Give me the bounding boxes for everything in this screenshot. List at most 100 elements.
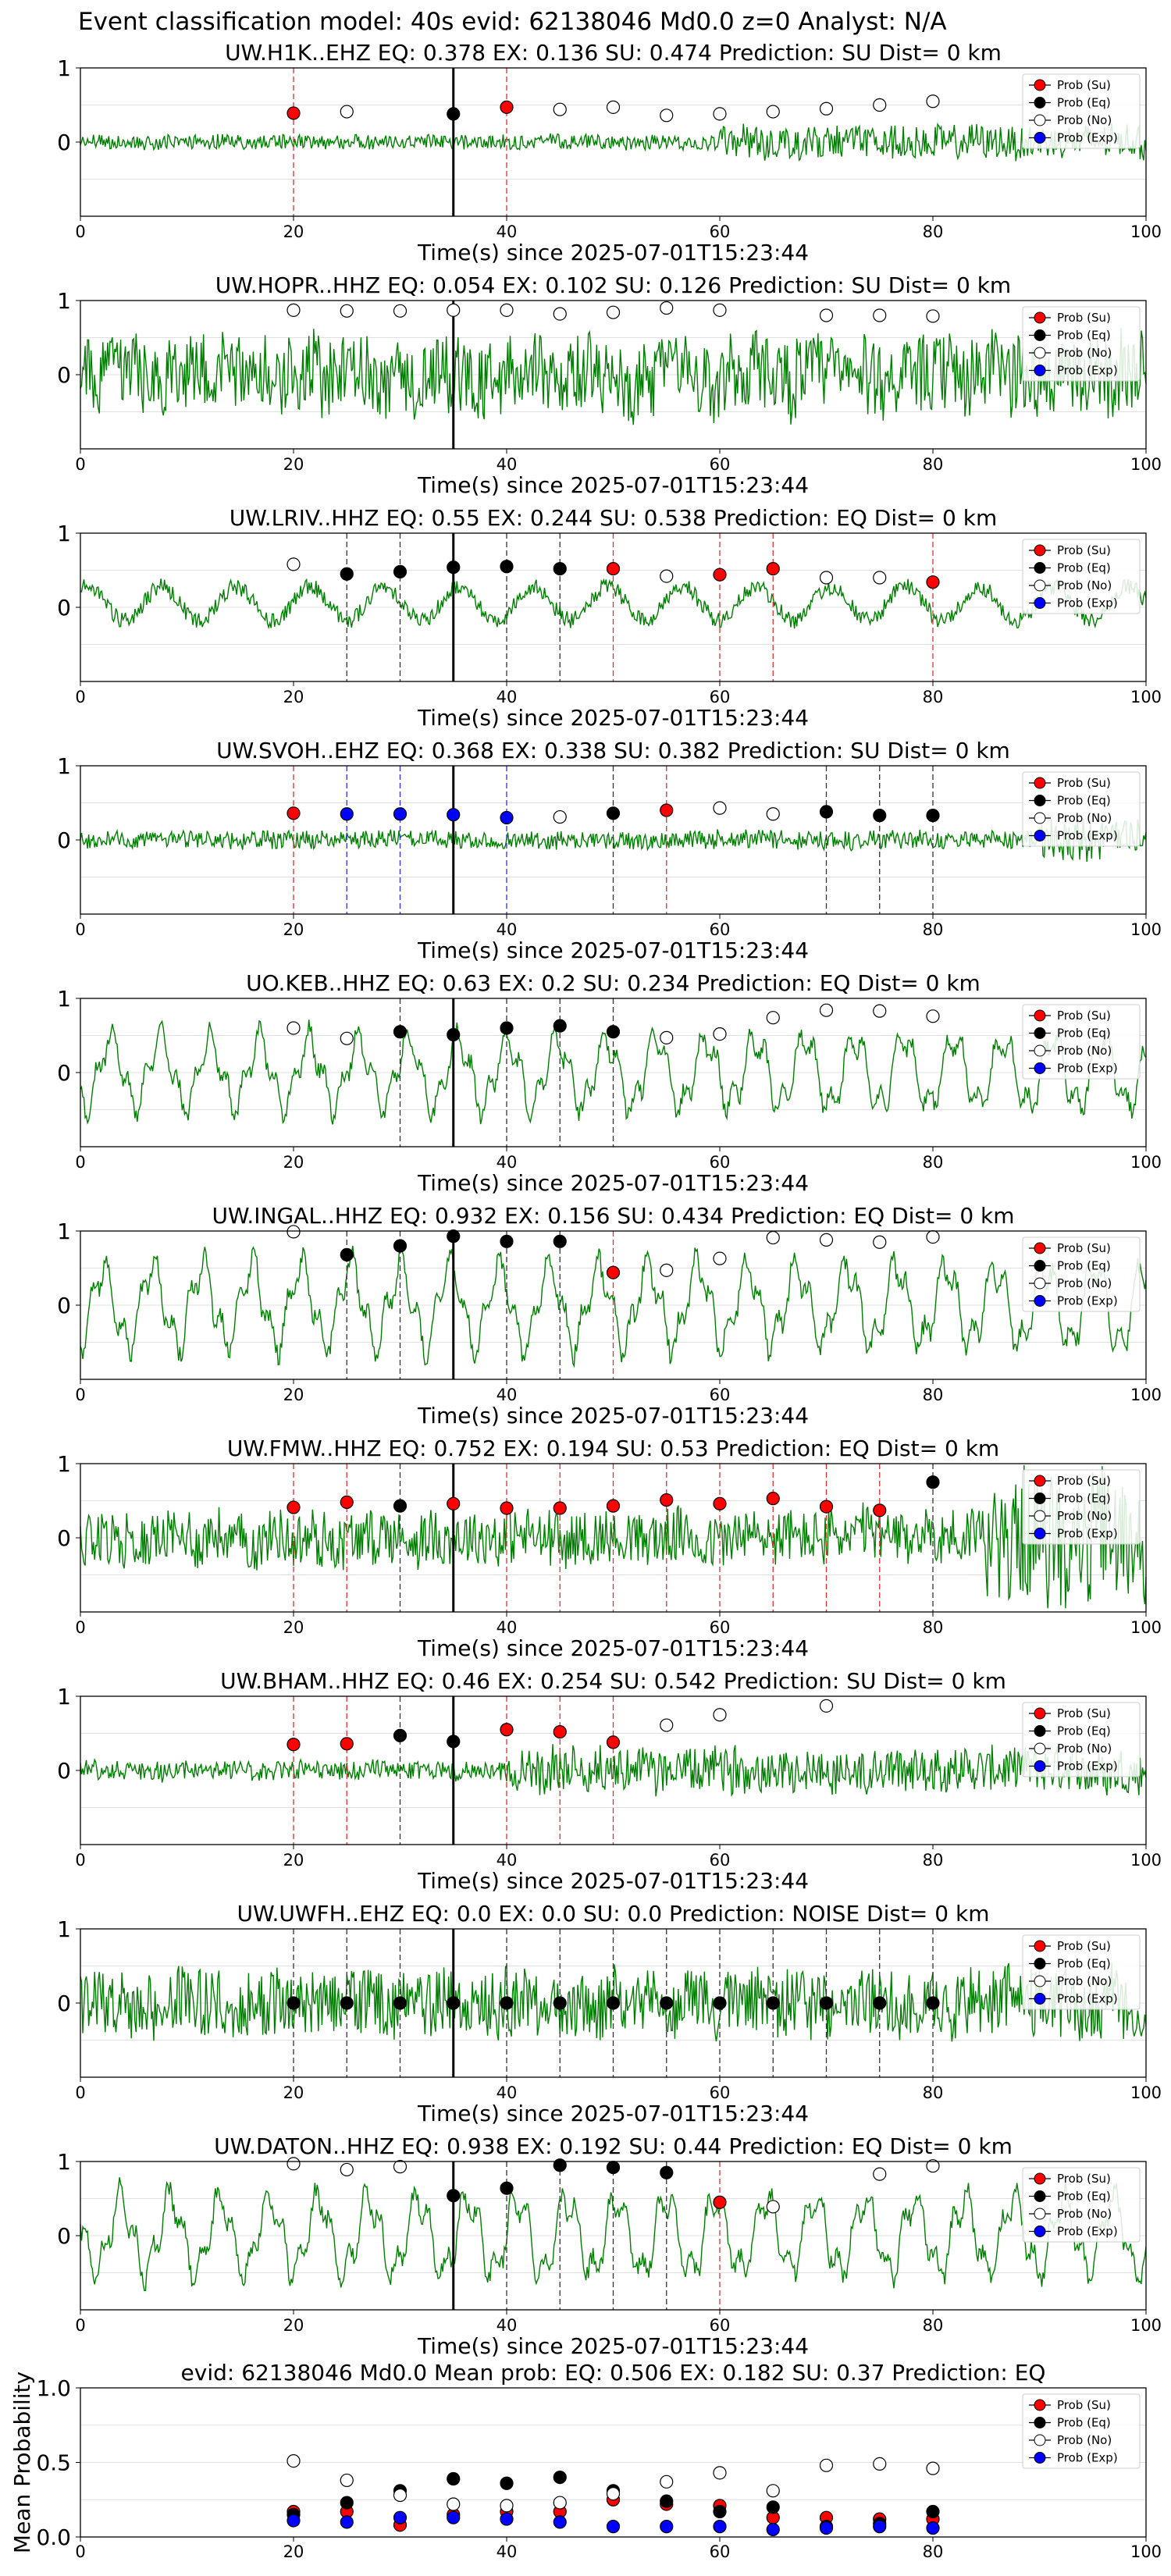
prob-marker-eq [500,560,514,574]
prob-marker-eq [553,1019,567,1033]
legend-label-exp: Prob (Exp) [1057,1527,1118,1541]
x-tick-label: 60 [710,2316,731,2335]
x-tick-label: 60 [710,1386,731,1404]
prob-marker-no [819,571,834,585]
mean-prob-marker-eq [340,2496,354,2510]
x-tick-label: 40 [497,1153,518,1172]
x-tick-label: 40 [497,2083,518,2102]
x-tick-label: 0 [75,920,85,939]
prob-marker-no [819,308,834,322]
prob-marker-no [606,305,621,319]
y-tick-label: 0 [57,1991,71,2016]
legend-label-no: Prob (No) [1057,2207,1112,2221]
legend-label-su: Prob (Su) [1057,2398,1111,2412]
x-axis-label: Time(s) since 2025-07-01T15:23:44 [417,1170,809,1196]
legend-box [1022,1469,1141,1545]
legend-marker-eq [1034,1260,1046,1272]
prob-marker-no [287,1225,301,1239]
prob-marker-no [447,303,461,317]
x-tick-label: 40 [497,1851,518,1870]
legend-label-su: Prob (Su) [1057,543,1111,557]
prob-marker-su [500,1501,514,1515]
legend-label-exp: Prob (Exp) [1057,364,1118,378]
legend-marker-no [1034,2208,1046,2220]
panel-title: UW.LRIV..HHZ EQ: 0.55 EX: 0.244 SU: 0.53… [230,505,998,531]
panel-title: UO.KEB..HHZ EQ: 0.63 EX: 0.2 SU: 0.234 P… [246,970,981,996]
prob-marker-no [340,1031,354,1045]
legend-label-eq: Prob (Eq) [1057,1259,1111,1273]
prob-marker-no [926,309,940,323]
x-axis-label: Time(s) since 2025-07-01T15:23:44 [417,472,809,498]
prob-marker-no [819,1233,834,1247]
x-tick-label: 40 [497,2316,518,2335]
prob-marker-eq [553,561,567,576]
prob-marker-su [287,106,301,120]
x-tick-label: 80 [923,2316,944,2335]
legend-label-no: Prob (No) [1057,1509,1112,1523]
y-tick-label: 1 [57,1684,71,1710]
y-tick-label: 0 [57,1293,71,1318]
legend-label-no: Prob (No) [1057,1276,1112,1290]
x-tick-label: 0 [75,688,85,706]
legend-label-eq: Prob (Eq) [1057,1026,1111,1041]
mean-prob-marker-no [287,2453,301,2468]
mean-prob-marker-eq [926,2504,940,2519]
waveform-trace [80,2177,1147,2292]
legend-label-exp: Prob (Exp) [1057,1992,1118,2006]
x-tick-label: 80 [923,920,944,939]
panel-title: UW.H1K..EHZ EQ: 0.378 EX: 0.136 SU: 0.47… [225,40,1002,66]
x-tick-label: 0 [75,1386,85,1404]
legend-marker-no [1034,1510,1046,1522]
x-tick-label: 60 [710,1618,731,1637]
legend-marker-eq [1034,1027,1046,1039]
y-tick-label: 0 [57,1758,71,1784]
prob-marker-no [926,2159,940,2173]
legend-marker-su [1034,1940,1046,1952]
y-tick-label: 0 [57,362,71,388]
mean-prob-marker-exp [766,2522,780,2537]
legend-marker-exp [1034,2226,1046,2237]
prob-marker-no [873,308,887,322]
x-tick-label: 80 [923,1851,944,1870]
x-tick-label: 40 [497,920,518,939]
legend-label-eq: Prob (Eq) [1057,1492,1111,1506]
prob-marker-no [660,1263,674,1277]
legend-marker-eq [1034,97,1046,109]
prob-marker-eq [500,1021,514,1035]
legend-marker-su [1034,2399,1046,2411]
prob-marker-su [873,1503,887,1517]
legend-marker-no [1034,1277,1046,1290]
prob-marker-eq [447,560,461,575]
mean-prob-marker-eq [766,2500,780,2514]
legend-marker-exp [1034,1993,1046,2005]
prob-marker-eq [340,567,354,581]
panel-title: UW.DATON..HHZ EQ: 0.938 EX: 0.192 SU: 0.… [214,2133,1013,2159]
waveform-trace [80,123,1147,162]
prob-marker-eq [926,1475,940,1489]
prob-marker-su [340,1495,354,1510]
legend-marker-no [1034,579,1046,592]
panel-title: UW.UWFH..EHZ EQ: 0.0 EX: 0.0 SU: 0.0 Pre… [237,1901,989,1927]
prob-marker-no [766,2200,780,2214]
prob-marker-su [660,1493,674,1507]
x-tick-label: 80 [923,1386,944,1404]
panel-title: UW.HOPR..HHZ EQ: 0.054 EX: 0.102 SU: 0.1… [215,272,1011,298]
mean-prob-marker-eq [447,2471,461,2486]
legend-label-exp: Prob (Exp) [1057,1759,1118,1774]
mean-prob-marker-exp [447,2510,461,2524]
x-tick-label: 100 [1130,688,1162,706]
figure-title: Event classification model: 40s evid: 62… [78,8,947,36]
prob-marker-eq [393,1499,408,1513]
prob-marker-no [713,1026,727,1041]
legend-box [1022,1236,1141,1312]
x-tick-label: 0 [75,1851,85,1870]
prob-marker-eq [713,1996,727,2010]
legend-label-exp: Prob (Exp) [1057,131,1118,145]
panel-9: UW.DATON..HHZ EQ: 0.938 EX: 0.192 SU: 0.… [57,2133,1162,2359]
legend-marker-exp [1034,1760,1046,1772]
prob-marker-su [713,1496,727,1510]
panel-3: UW.SVOH..EHZ EQ: 0.368 EX: 0.338 SU: 0.3… [57,738,1162,963]
y-tick-label: 0 [57,1060,71,1086]
x-tick-label: 20 [283,2542,304,2561]
